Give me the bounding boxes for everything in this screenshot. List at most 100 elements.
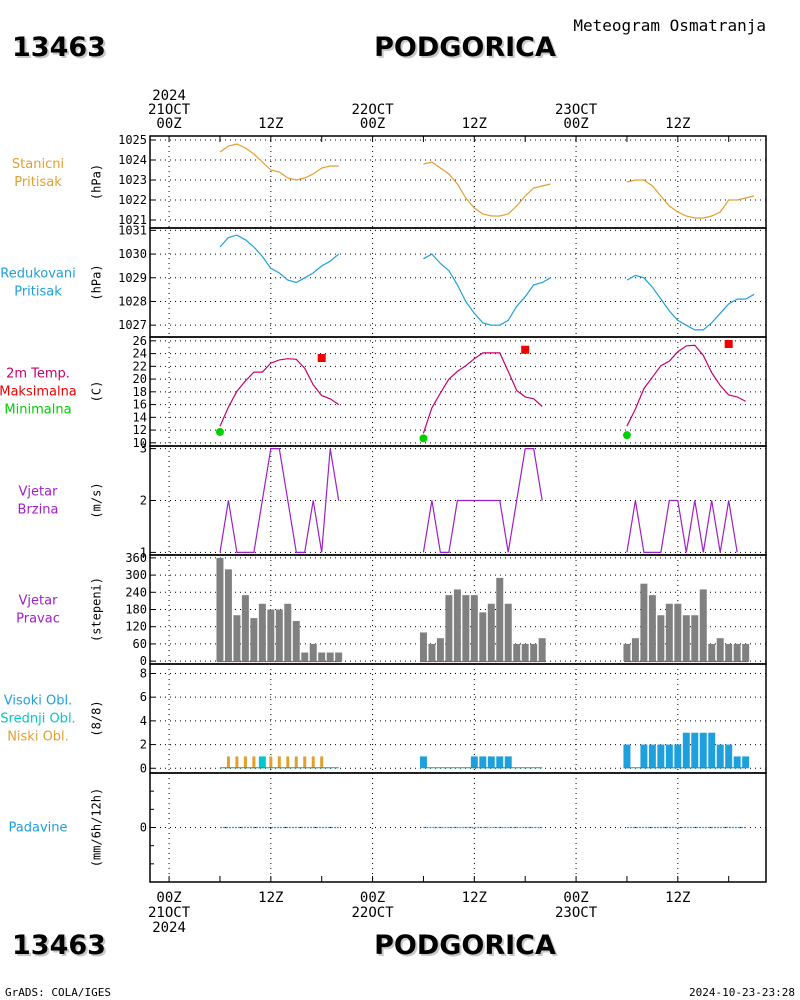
panel-label-wind_direction: Pravac xyxy=(16,612,60,627)
low-cloud-bar xyxy=(277,756,281,769)
panel-label-precipitation: Padavine xyxy=(9,821,68,836)
high-cloud-bar xyxy=(674,744,682,769)
panel-frame-reduced_pressure xyxy=(149,227,767,338)
grads-credit: GrADS: COLA/IGES xyxy=(5,986,111,999)
y-tick-label-temperature: 26 xyxy=(133,334,147,348)
low-cloud-bar xyxy=(252,756,256,769)
high-cloud-bar xyxy=(419,756,427,769)
y-tick-label-clouds: 6 xyxy=(140,690,147,704)
temperature-line xyxy=(422,352,543,434)
time-label-bottom: 2024 xyxy=(152,920,186,936)
y-axis-label-clouds: (8/8) xyxy=(90,700,104,736)
reduced_pressure-line xyxy=(626,274,755,331)
wind-dir-bar xyxy=(538,638,546,662)
wind-dir-bar xyxy=(623,643,631,662)
pressure-line xyxy=(219,143,339,181)
wind-dir-bar xyxy=(657,615,665,662)
panel-label-wind_speed: Vjetar xyxy=(19,485,59,500)
station-id-bottom-shadow: 13463 xyxy=(14,932,108,963)
wind-dir-bar xyxy=(496,577,504,662)
y-tick-label-temperature: 14 xyxy=(133,410,147,424)
panel-label-temperature: Minimalna xyxy=(4,403,71,418)
wind-dir-bar xyxy=(513,643,521,662)
y-tick-label-clouds: 8 xyxy=(140,666,147,680)
wind_speed-line xyxy=(219,448,340,554)
wind-dir-bar xyxy=(640,583,648,662)
y-tick-label-temperature: 24 xyxy=(133,347,147,361)
y-tick-label-clouds: 2 xyxy=(140,738,147,752)
wind-dir-bar xyxy=(462,595,470,662)
y-tick-label-wind_direction: 240 xyxy=(125,585,147,599)
low-cloud-bar xyxy=(269,756,273,769)
low-cloud-bar xyxy=(226,756,230,769)
y-tick-label-temperature: 16 xyxy=(133,398,147,412)
wind-dir-bar xyxy=(335,652,343,662)
wind-dir-bar xyxy=(691,615,699,662)
y-tick-label-wind_speed: 2 xyxy=(140,494,147,508)
plot-layer: 10211022102310241025(hPa)StanicniPritisa… xyxy=(0,88,767,936)
high-cloud-bar xyxy=(504,756,512,769)
y-tick-label-wind_speed: 1 xyxy=(140,545,147,559)
time-label-top: 22OCT xyxy=(351,102,394,118)
high-cloud-bar xyxy=(479,756,487,769)
time-label-bottom: 00Z xyxy=(360,890,385,906)
panel-label-clouds: Visoki Obl. xyxy=(4,694,72,709)
wind-dir-bar xyxy=(699,589,707,662)
wind-dir-bar xyxy=(504,603,512,662)
wind-dir-bar xyxy=(258,603,266,662)
panel-label-reduced_pressure: Redukovani xyxy=(0,267,75,282)
min-temp-marker xyxy=(622,431,631,440)
mid-cloud-bar xyxy=(258,756,266,769)
high-cloud-bar xyxy=(716,744,724,769)
reduced_pressure-line xyxy=(219,234,340,284)
y-tick-label-pressure: 1025 xyxy=(118,133,147,147)
high-cloud-bar xyxy=(487,756,495,769)
panel-frame-precipitation xyxy=(149,772,767,883)
wind_speed-line xyxy=(626,499,738,554)
low-cloud-bar xyxy=(235,756,239,769)
wind-dir-bar xyxy=(419,632,427,662)
low-cloud-bar xyxy=(311,756,315,769)
high-cloud-bar xyxy=(699,732,707,769)
wind-dir-bar xyxy=(716,638,724,662)
time-label-top: 00Z xyxy=(156,116,181,132)
wind-dir-bar xyxy=(665,603,673,662)
wind-dir-bar xyxy=(241,595,249,662)
panel-label-reduced_pressure: Pritisak xyxy=(14,285,62,300)
wind_speed-line xyxy=(422,448,543,554)
low-cloud-bar xyxy=(303,756,307,769)
temperature-line xyxy=(219,358,340,427)
wind-dir-bar xyxy=(309,643,317,662)
y-tick-label-reduced_pressure: 1028 xyxy=(118,294,147,308)
wind-dir-bar xyxy=(682,615,690,662)
wind-dir-bar xyxy=(250,618,258,662)
y-axis-label-reduced_pressure: (hPa) xyxy=(90,264,104,300)
product-title: Meteogram Osmatranja xyxy=(573,16,766,35)
y-tick-label-temperature: 12 xyxy=(133,423,147,437)
time-label-bottom: 12Z xyxy=(462,890,487,906)
high-cloud-bar xyxy=(733,756,741,769)
y-axis-label-wind_direction: (stepeni) xyxy=(90,577,104,642)
high-cloud-bar xyxy=(725,744,733,769)
high-cloud-bar xyxy=(640,744,648,769)
wind-dir-bar xyxy=(487,603,495,662)
time-label-top: 12Z xyxy=(462,116,487,132)
time-label-bottom: 23OCT xyxy=(555,905,598,921)
y-axis-label-wind_speed: (m/s) xyxy=(90,482,104,518)
wind-dir-bar xyxy=(326,652,334,662)
wind-dir-bar xyxy=(224,569,232,662)
y-axis-label-precipitation: (mm/6h/12h) xyxy=(90,788,104,867)
panel-label-temperature: Maksimalna xyxy=(0,385,77,400)
y-tick-label-pressure: 1021 xyxy=(118,213,147,227)
panel-label-pressure: Pritisak xyxy=(14,175,62,190)
station-name-bottom-shadow: PODGORICA xyxy=(376,932,558,963)
time-label-top: 2024 xyxy=(152,88,186,104)
y-tick-label-reduced_pressure: 1029 xyxy=(118,271,147,285)
min-temp-marker xyxy=(215,427,224,436)
y-tick-label-pressure: 1024 xyxy=(118,153,147,167)
temperature-line xyxy=(626,344,746,427)
panel-label-clouds: Niski Obl. xyxy=(7,730,69,745)
y-tick-label-clouds: 0 xyxy=(140,761,147,775)
pressure-line xyxy=(423,161,551,217)
min-temp-marker xyxy=(419,434,428,443)
